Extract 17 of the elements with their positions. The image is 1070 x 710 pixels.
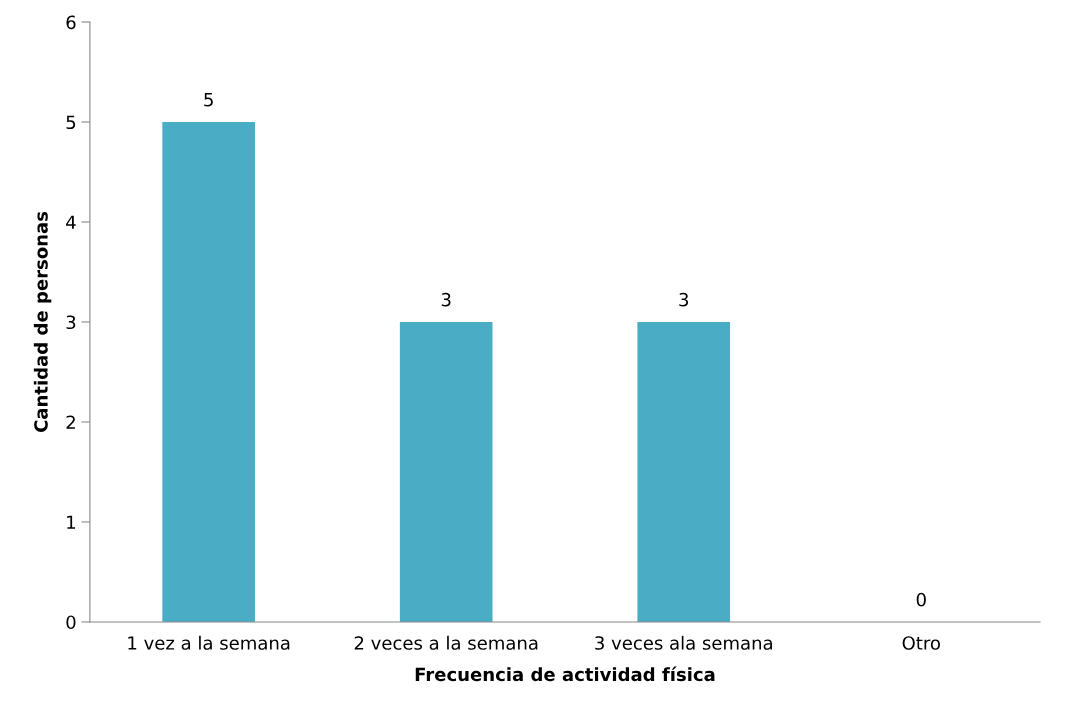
x-tick-label: 3 veces ala semana — [595, 635, 772, 650]
x-tick-label: Otro — [902, 636, 940, 650]
y-tick-label: 3 — [66, 315, 76, 330]
data-label: 3 — [441, 292, 451, 307]
y-tick-label: 4 — [66, 215, 76, 229]
y-axis-title: Cantidad de personas — [33, 211, 52, 433]
y-tick-label: 1 — [67, 515, 76, 529]
y-tick-label: 0 — [66, 615, 76, 630]
data-label: 3 — [679, 292, 689, 307]
x-tick-label: 2 veces a la semana — [354, 635, 538, 650]
x-axis-title: Frecuencia de actividad física — [415, 666, 715, 682]
data-label: 5 — [204, 93, 213, 107]
y-tick-label: 6 — [66, 15, 76, 30]
x-tick-label: 1 vez a la semana — [128, 635, 290, 650]
y-tick-label: 2 — [66, 415, 75, 429]
data-label: 0 — [916, 592, 926, 607]
y-tick-label: 5 — [66, 115, 76, 130]
